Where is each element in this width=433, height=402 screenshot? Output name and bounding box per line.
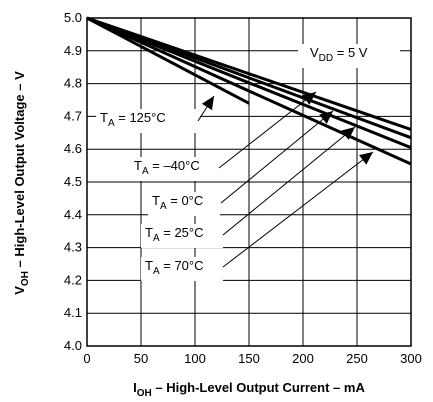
annotation-rest-ta0: = 0°C [167, 193, 204, 208]
annotation-rest-ta25: = 25°C [160, 225, 204, 240]
x-tick-label-2: 100 [184, 351, 206, 366]
annotation-sub-ta0: A [160, 201, 167, 212]
y-tick-label-0: 4.0 [64, 338, 82, 353]
series-line-3 [86, 16, 412, 149]
annotations: VDD = 5 VTA = 125°CTA = –40°CTA = 0°CTA … [96, 44, 400, 281]
annotation-main-ta70: T [145, 258, 153, 273]
annotation-sub-ta25: A [153, 233, 160, 244]
y-tick-label-3: 4.3 [64, 240, 82, 255]
annotation-bg-ta25 [141, 224, 223, 248]
annotation-main-ta-40: T [134, 158, 142, 173]
y-axis-title-main: V [12, 286, 27, 295]
y-tick-label-2: 4.2 [64, 272, 82, 287]
annotation-ta0: TA = 0°C [152, 193, 203, 212]
x-tick-label-3: 150 [238, 351, 260, 366]
annotation-bg-ta0 [148, 192, 220, 216]
annotation-ta70: TA = 70°C [145, 258, 204, 277]
annotation-bg-ta125 [96, 109, 200, 133]
annotation-main-ta25: T [145, 225, 153, 240]
annotation-ta-40: TA = –40°C [134, 158, 200, 177]
annotation-bg-ta70 [141, 257, 223, 281]
x-tick-label-4: 200 [292, 351, 314, 366]
leader-line-ta0 [220, 110, 334, 204]
y-axis-title-sub: OH [20, 271, 31, 286]
arrowhead-ta0 [319, 111, 333, 124]
series-lines [86, 16, 412, 166]
annotation-sub-vdd: DD [319, 53, 333, 64]
x-axis-title-main: I [133, 380, 137, 395]
annotation-rest-ta125: = 125°C [115, 110, 166, 125]
arrowhead-ta70 [359, 152, 373, 165]
annotation-bg-vdd [298, 44, 400, 68]
annotation-bg-ta-40 [130, 157, 220, 181]
annotation-ta125: TA = 125°C [100, 110, 166, 129]
x-tick-label-6: 300 [400, 351, 422, 366]
annotation-main-ta125: T [100, 110, 108, 125]
series-line-4 [86, 16, 412, 166]
annotation-ta25: TA = 25°C [145, 225, 204, 244]
y-tick-label-4: 4.4 [64, 207, 82, 222]
plot-frame [86, 17, 412, 347]
annotation-rest-vdd: = 5 V [333, 45, 368, 60]
y-tick-label-8: 4.8 [64, 76, 82, 91]
x-tick-label-5: 250 [346, 351, 368, 366]
annotation-rest-ta70: = 70°C [160, 258, 204, 273]
annotation-sub-ta-40: A [142, 166, 149, 177]
annotation-main-vdd: V [310, 45, 319, 60]
leader-line-ta70 [222, 151, 374, 268]
leader-line-ta-40 [218, 91, 317, 169]
x-tick-label-1: 50 [134, 351, 148, 366]
annotation-main-ta0: T [152, 193, 160, 208]
y-axis-title-rest: – High-Level Output Voltage – V [12, 71, 27, 271]
y-tick-label-9: 4.9 [64, 43, 82, 58]
x-axis-title: IOH – High-Level Output Current – mA [133, 380, 365, 399]
y-tick-label-7: 4.7 [64, 108, 82, 123]
y-axis-title: VOH – High-Level Output Voltage – V [12, 71, 31, 295]
annotation-sub-ta125: A [108, 118, 115, 129]
y-tick-label-1: 4.1 [64, 305, 82, 320]
arrowhead-ta-40 [302, 92, 316, 105]
x-axis-title-rest: – High-Level Output Current – mA [152, 380, 366, 395]
arrowhead-ta25 [341, 127, 355, 140]
x-axis-title-sub: OH [137, 388, 152, 399]
y-tick-label-6: 4.6 [64, 141, 82, 156]
x-tick-label-0: 0 [83, 351, 90, 366]
y-tick-label-10: 5.0 [64, 10, 82, 25]
ticks: 0 50 100 150 200 250 300 4.0 4.1 4.2 4.3 4.4 4.5 4.6 4… [64, 10, 422, 366]
annotation-sub-ta70: A [153, 266, 160, 277]
annotation-vdd: VDD = 5 V [310, 45, 368, 64]
series-line-2 [86, 16, 412, 140]
y-tick-label-5: 4.5 [64, 174, 82, 189]
annotation-rest-ta-40: = –40°C [149, 158, 200, 173]
arrowhead-ta125 [201, 96, 214, 111]
series-line-0 [86, 16, 250, 105]
leader-line-ta25 [222, 126, 356, 236]
